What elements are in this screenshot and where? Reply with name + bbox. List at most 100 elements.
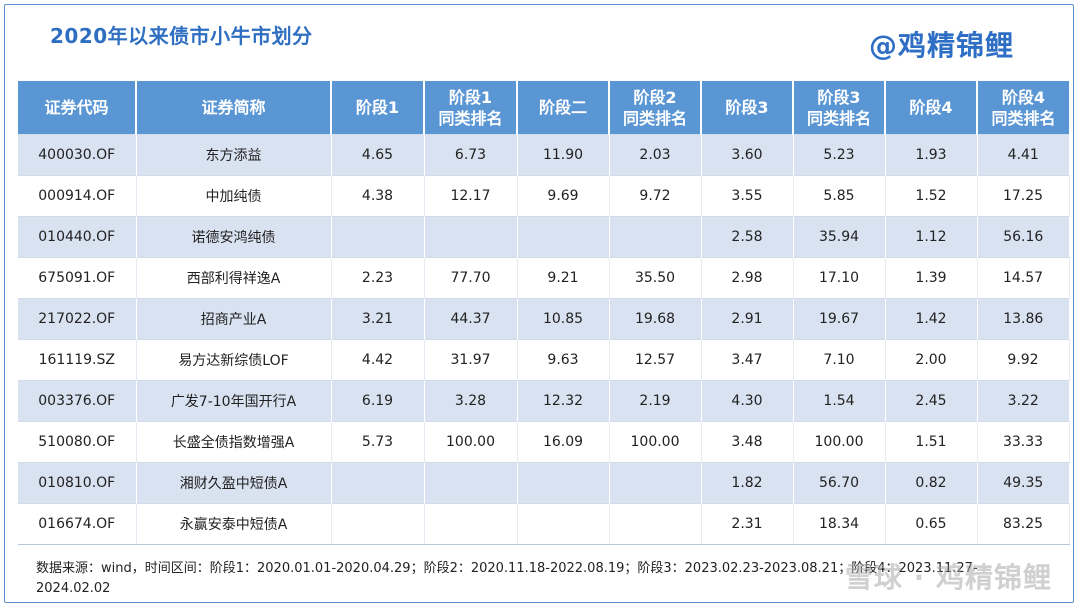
page-title: 2020年以来债市小牛市划分	[50, 24, 313, 48]
cell-code: 675091.OF	[18, 257, 137, 299]
cell-value: 31.97	[424, 339, 518, 381]
cell-value: 2.23	[331, 257, 425, 299]
cell-value: 16.09	[517, 421, 610, 463]
cell-value: 9.69	[517, 175, 610, 217]
cell-value: 19.67	[793, 298, 886, 340]
table-row: 003376.OF 广发7-10年国开行A 6.19 3.28 12.32 2.19 4.3…	[18, 380, 1069, 422]
cell-value: 18.34	[793, 503, 886, 545]
cell-value	[609, 216, 702, 258]
cell-value: 1.39	[885, 257, 978, 299]
cell-value: 17.10	[793, 257, 886, 299]
cell-value	[424, 503, 518, 545]
cell-value: 100.00	[793, 421, 886, 463]
cell-value: 3.47	[701, 339, 794, 381]
cell-value: 49.35	[977, 462, 1069, 504]
cell-value: 1.42	[885, 298, 978, 340]
cell-name: 广发7-10年国开行A	[136, 380, 332, 422]
header-stage4-rank: 阶段4 同类排名	[977, 81, 1069, 135]
cell-value: 1.12	[885, 216, 978, 258]
table-row: 010810.OF 湘财久盈中短债A 1.82 56.70 0.82 49.35	[18, 462, 1069, 504]
cell-value: 35.50	[609, 257, 702, 299]
cell-value: 6.73	[424, 134, 518, 176]
cell-value: 4.42	[331, 339, 425, 381]
cell-value: 9.21	[517, 257, 610, 299]
cell-value: 1.82	[701, 462, 794, 504]
cell-value: 3.48	[701, 421, 794, 463]
cell-name: 东方添益	[136, 134, 332, 176]
header-stage1-rank: 阶段1 同类排名	[424, 81, 518, 135]
cell-value: 2.45	[885, 380, 978, 422]
cell-value: 12.32	[517, 380, 610, 422]
cell-code: 217022.OF	[18, 298, 137, 340]
cell-value: 100.00	[424, 421, 518, 463]
cell-value	[331, 216, 425, 258]
header-stage2: 阶段二	[517, 81, 610, 135]
cell-value: 1.51	[885, 421, 978, 463]
header-stage1: 阶段1	[331, 81, 425, 135]
cell-value: 33.33	[977, 421, 1070, 463]
header-code: 证券代码	[18, 81, 137, 135]
cell-value: 1.54	[793, 380, 886, 422]
cell-value	[331, 462, 425, 504]
cell-value: 56.70	[793, 462, 886, 504]
table-row: 016674.OF 永赢安泰中短债A 2.31 18.34 0.65 83.25	[18, 503, 1070, 545]
cell-value: 35.94	[793, 216, 886, 258]
cell-value	[517, 462, 610, 504]
cell-value: 3.60	[701, 134, 794, 176]
cell-value: 1.93	[885, 134, 978, 176]
header-stage2-rank: 阶段2 同类排名	[609, 81, 702, 135]
cell-value: 5.23	[793, 134, 886, 176]
header-name: 证券简称	[136, 81, 332, 135]
cell-value: 2.03	[609, 134, 702, 176]
cell-name: 易方达新综债LOF	[136, 339, 332, 381]
cell-value: 4.65	[331, 134, 425, 176]
cell-value: 1.52	[885, 175, 978, 217]
cell-value: 7.10	[793, 339, 886, 381]
cell-name: 西部利得祥逸A	[136, 257, 332, 299]
cell-value: 44.37	[424, 298, 518, 340]
cell-code: 000914.OF	[18, 175, 137, 217]
footnote-line: 数据来源：wind，时间区间：阶段1：2020.01.01-2020.04.29…	[36, 561, 978, 576]
table-row: 161119.SZ 易方达新综债LOF 4.42 31.97 9.63 12.57 3.47…	[18, 339, 1070, 381]
header-stage4: 阶段4	[885, 81, 978, 135]
cell-value: 3.22	[977, 380, 1069, 422]
cell-name: 招商产业A	[136, 298, 332, 340]
table-row: 217022.OF 招商产业A 3.21 44.37 10.85 19.68 2.91 19.…	[18, 298, 1069, 340]
table-row: 400030.OF 东方添益 4.65 6.73 11.90 2.03 3.60 5.23 1.…	[18, 134, 1069, 176]
cell-value	[517, 503, 610, 545]
cell-value: 0.65	[885, 503, 978, 545]
table-row: 010440.OF 诺德安鸿纯债 2.58 35.94 1.12 56.16	[18, 216, 1069, 258]
cell-value: 100.00	[609, 421, 702, 463]
table-row: 675091.OF 西部利得祥逸A 2.23 77.70 9.21 35.50 2.98 17…	[18, 257, 1070, 299]
cell-value: 2.58	[701, 216, 794, 258]
cell-value: 3.55	[701, 175, 794, 217]
cell-value: 4.41	[977, 134, 1069, 176]
footnote: 数据来源：wind，时间区间：阶段1：2020.01.01-2020.04.29…	[36, 559, 1056, 599]
cell-value: 4.38	[331, 175, 425, 217]
watermark-logo: 雪球 · 鸡精锦鲤	[844, 561, 1052, 594]
slide-frame	[4, 4, 1074, 603]
cell-name: 中加纯债	[136, 175, 332, 217]
cell-value: 10.85	[517, 298, 610, 340]
cell-value: 56.16	[977, 216, 1069, 258]
cell-value: 3.21	[331, 298, 425, 340]
cell-code: 010810.OF	[18, 462, 137, 504]
cell-value: 2.98	[701, 257, 794, 299]
cell-value: 13.86	[977, 298, 1069, 340]
cell-value: 2.19	[609, 380, 702, 422]
cell-code: 016674.OF	[18, 503, 137, 545]
cell-value: 2.00	[885, 339, 978, 381]
cell-value: 2.31	[701, 503, 794, 545]
cell-value: 0.82	[885, 462, 978, 504]
cell-value: 12.57	[609, 339, 702, 381]
cell-value: 4.30	[701, 380, 794, 422]
cell-value: 2.91	[701, 298, 794, 340]
cell-value: 11.90	[517, 134, 610, 176]
cell-name: 诺德安鸿纯债	[136, 216, 332, 258]
cell-code: 400030.OF	[18, 134, 137, 176]
table-header-row: 证券代码 证券简称 阶段1 阶段1 同类排名 阶段二 阶段2 同类排名 阶段3 阶段…	[18, 81, 1069, 135]
cell-value	[331, 503, 425, 545]
cell-code: 003376.OF	[18, 380, 137, 422]
fund-table: 证券代码 证券简称 阶段1 阶段1 同类排名 阶段二 阶段2 同类排名 阶段3 阶段…	[18, 81, 1070, 545]
brand-handle: @鸡精锦鲤	[868, 29, 1014, 62]
